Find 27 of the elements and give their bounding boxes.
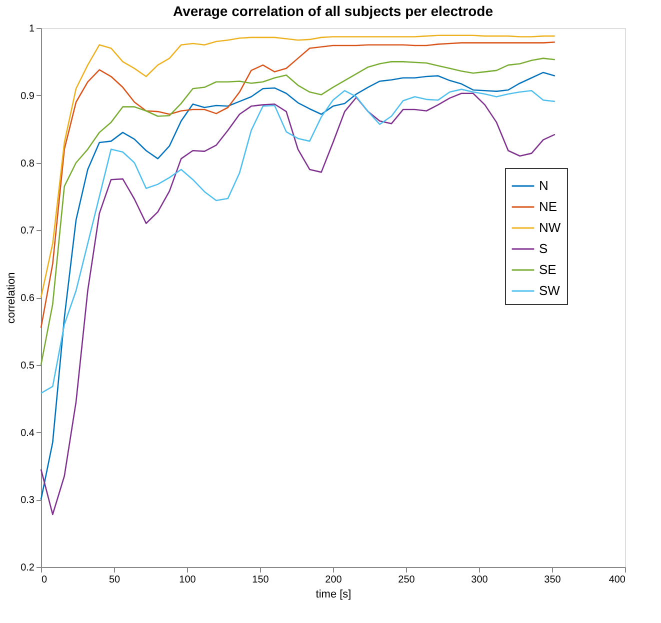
legend-label: NE [539,199,558,214]
y-tick-label: 0.9 [20,90,35,102]
y-tick-label: 0.7 [20,226,35,237]
x-tick-label: 100 [179,574,196,586]
x-tick-label: 350 [544,574,562,586]
legend-label: SW [539,283,561,298]
y-tick-label: 0.4 [20,428,35,439]
legend-label: N [539,178,548,193]
y-tick-label: 1 [28,24,35,34]
x-tick-label: 150 [252,574,270,586]
y-axis-title: correlation [6,272,18,324]
legend-label: NW [539,220,562,235]
y-tick-label: 0.5 [20,360,35,372]
y-tick-label: 0.8 [20,158,35,170]
x-tick-label: 0 [42,574,48,586]
y-tick-label: 0.3 [20,495,35,506]
legend-label: S [539,241,548,256]
x-tick-label: 50 [108,574,120,586]
x-tick-label: 400 [608,574,626,586]
chart-title: Average correlation of all subjects per electrode [172,3,494,19]
y-tick-label: 0.2 [20,562,35,574]
legend-label: SE [539,262,557,277]
x-tick-label: 200 [325,574,342,586]
y-tick-label: 0.6 [20,293,35,304]
x-axis-title: time [s] [316,588,352,600]
x-tick-label: 250 [398,574,416,586]
x-tick-label: 300 [471,574,488,586]
